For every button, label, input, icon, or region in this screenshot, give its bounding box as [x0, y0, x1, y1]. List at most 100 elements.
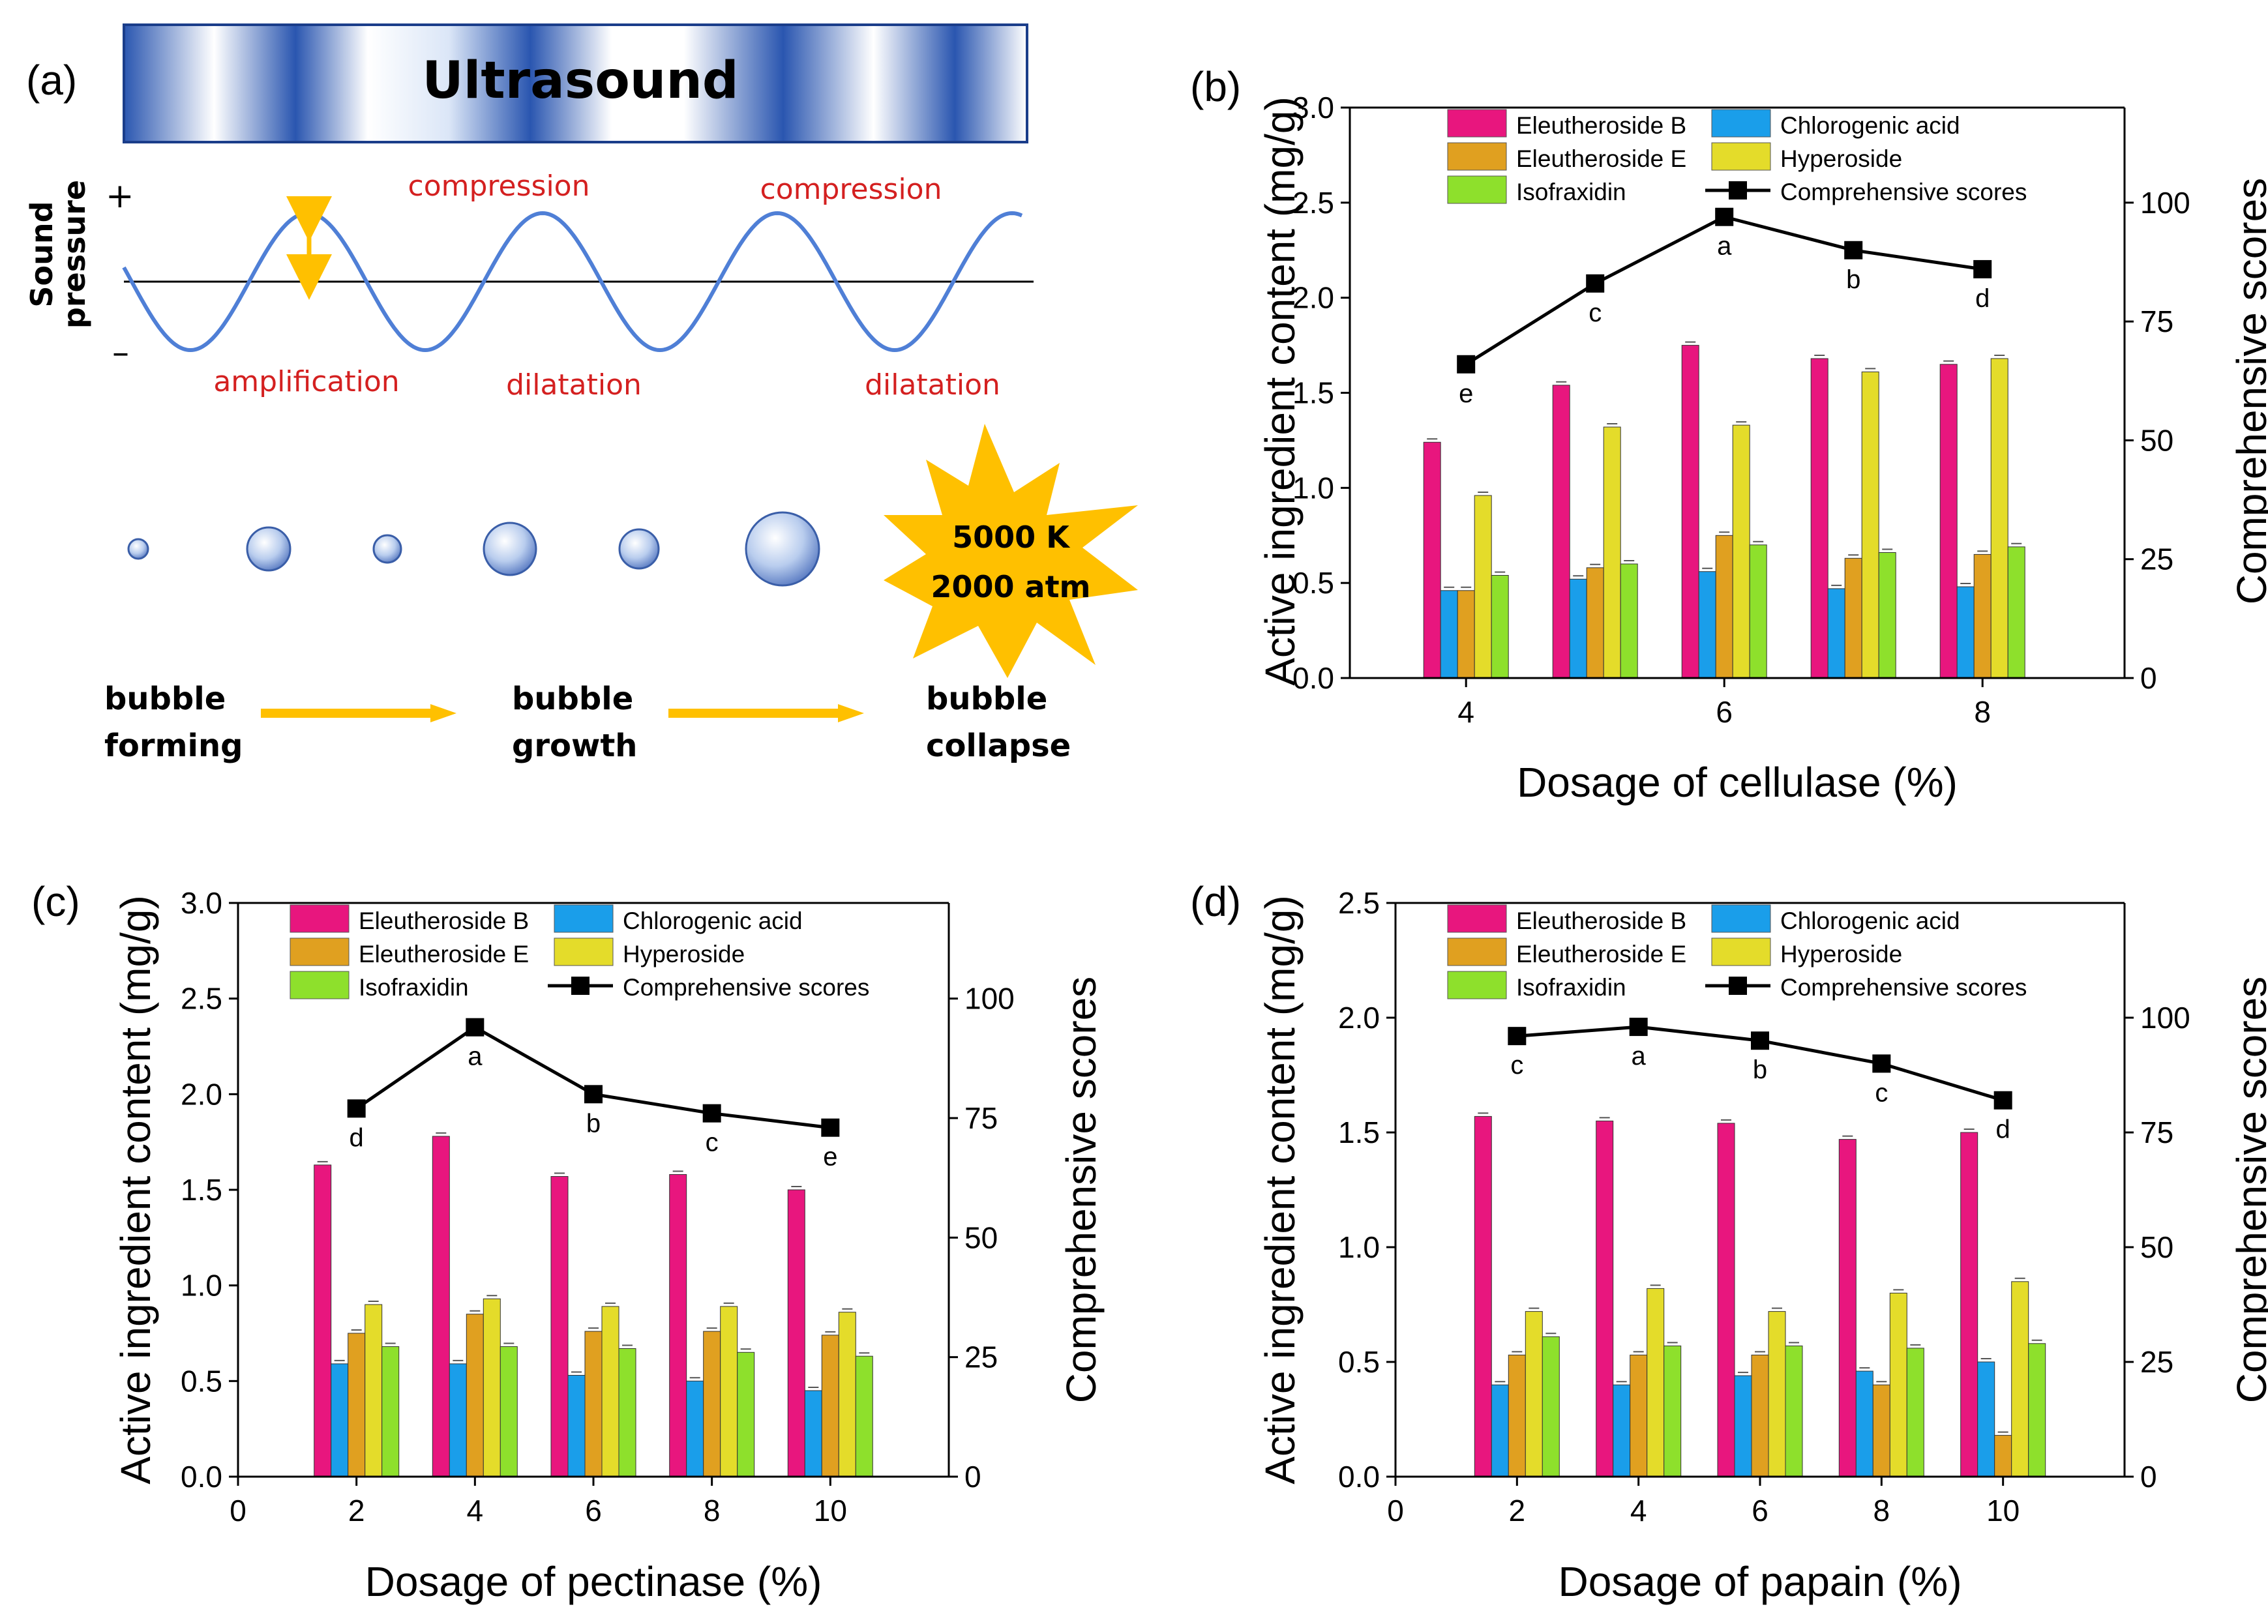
y2-tick-label: 75	[2140, 1115, 2173, 1149]
collapse-burst-icon	[884, 424, 1138, 678]
bar-eleutheroside-b	[1717, 1123, 1735, 1477]
x-axis-title: Dosage of cellulase (%)	[1517, 759, 1958, 806]
x-tick-label: 2	[348, 1494, 365, 1528]
bar-isofraxidin	[2028, 1343, 2046, 1477]
legend-swatch	[1447, 937, 1507, 966]
legend-swatch	[1447, 904, 1507, 933]
bar-eleutheroside-b	[314, 1164, 332, 1477]
bar-eleutheroside-b	[1596, 1120, 1614, 1477]
dilatation-label-2: dilatation	[865, 368, 1000, 402]
score-letter: c	[1510, 1051, 1523, 1080]
bar-eleutheroside-e	[1844, 557, 1862, 679]
bar-hyperoside	[365, 1304, 383, 1477]
bar-isofraxidin	[1620, 563, 1638, 679]
bar-chlorogenic-acid	[1569, 578, 1587, 679]
bar-eleutheroside-b	[1474, 1115, 1492, 1477]
y2-axis-title: Comprehensive scores	[2228, 977, 2268, 1404]
y2-tick-label: 0	[2140, 1460, 2157, 1494]
stage-growth-line1: bubble	[512, 681, 633, 717]
y-tick-label: 0.0	[181, 1460, 222, 1494]
compression-label-1: compression	[408, 170, 590, 203]
bar-eleutheroside-b	[432, 1136, 450, 1477]
bar-hyperoside	[601, 1306, 619, 1477]
bar-isofraxidin	[1878, 552, 1896, 679]
bar-chlorogenic-acid	[686, 1380, 704, 1477]
y2-tick-label: 25	[964, 1340, 998, 1374]
x-tick-label: 10	[814, 1494, 847, 1528]
score-marker	[1751, 1031, 1769, 1050]
y2-tick-label: 100	[964, 982, 1015, 1016]
stage-collapse-line1: bubble	[926, 681, 1047, 717]
bar-isofraxidin	[1749, 544, 1767, 679]
legend-marker-swatch	[571, 977, 589, 995]
bar-chlorogenic-acid	[1491, 1384, 1509, 1477]
y-tick-label: 0.5	[1292, 566, 1334, 600]
legend-label: Chlorogenic acid	[623, 908, 803, 934]
bar-eleutheroside-b	[669, 1174, 687, 1477]
score-letter: b	[1846, 265, 1860, 294]
bar-eleutheroside-e	[1457, 590, 1475, 679]
bar-hyperoside	[1647, 1288, 1665, 1477]
chart-d-papain: (d) 0.0 0.5 1.0 1.5 2.0 2.5 0 25 50 75 100 0 2 4 6 8 10 Do…	[1190, 878, 2268, 1605]
legend-swatch	[554, 937, 614, 966]
bar-eleutheroside-e	[1715, 535, 1733, 679]
score-letter: a	[1717, 232, 1732, 261]
bar-hyperoside	[1732, 424, 1750, 679]
x-tick-label: 4	[1457, 695, 1474, 729]
bar-chlorogenic-acid	[1698, 571, 1716, 679]
bar-eleutheroside-b	[1552, 385, 1570, 679]
score-letter: b	[586, 1109, 601, 1138]
score-letter: a	[1632, 1042, 1647, 1070]
panel-label: (d)	[1190, 878, 1241, 925]
y-tick-label: 1.5	[1292, 376, 1334, 410]
y-tick-label: 1.5	[1338, 1115, 1380, 1149]
y-tick-label: 1.0	[1292, 471, 1334, 505]
score-marker	[466, 1018, 485, 1037]
y2-tick-label: 50	[2140, 423, 2173, 457]
x-tick-label: 8	[1873, 1494, 1890, 1528]
x-axis-title: Dosage of pectinase (%)	[365, 1558, 822, 1605]
y-tick-label: 0.5	[1338, 1345, 1380, 1379]
y2-tick-label: 0	[2140, 661, 2157, 695]
score-marker	[702, 1104, 721, 1123]
score-letter: c	[1589, 299, 1602, 327]
sound-wave	[122, 211, 1023, 353]
y-tick-label: 1.5	[181, 1173, 222, 1207]
burst-pressure: 2000 atm	[931, 569, 1090, 604]
legend-label: Hyperoside	[1780, 145, 1902, 172]
legend-label: Hyperoside	[623, 941, 745, 967]
score-marker	[1872, 1054, 1891, 1073]
amplification-label: amplification	[213, 365, 399, 398]
legend-swatch	[290, 937, 350, 966]
legend-label: Isofraxidin	[1516, 974, 1626, 1001]
y2-axis-title: Comprehensive scores	[1058, 977, 1105, 1404]
chart-b-cellulase: (b) 0.0 0.5 1.0 1.5 2.0 2.5 3.0 0 25 50 75 100 4 6 8 Dos…	[1190, 63, 2268, 806]
bar-chlorogenic-acid	[1440, 590, 1458, 679]
score-letter: b	[1753, 1056, 1767, 1084]
score-marker	[1844, 241, 1863, 259]
legend-swatch	[1447, 109, 1507, 138]
sound-axis-label-line1: Sound	[24, 201, 59, 307]
ultrasound-banner	[123, 23, 1028, 143]
bar-eleutheroside-e	[1973, 554, 1992, 679]
bar-chlorogenic-acid	[1827, 588, 1845, 679]
legend-label: Isofraxidin	[1516, 179, 1626, 205]
y-tick-label: 3.0	[181, 886, 222, 920]
bubble	[372, 534, 402, 564]
score-marker	[1715, 207, 1734, 226]
bubble	[483, 522, 537, 576]
y2-axis-title: Comprehensive scores	[2228, 178, 2268, 605]
bar-eleutheroside-e	[1508, 1354, 1526, 1477]
bar-hyperoside	[838, 1312, 856, 1477]
legend-label: Comprehensive scores	[623, 974, 869, 1001]
bar-eleutheroside-e	[348, 1333, 366, 1477]
legend-swatch	[290, 971, 350, 999]
score-letter: d	[1996, 1115, 2010, 1144]
y-tick-label: 0.0	[1292, 661, 1334, 695]
bar-isofraxidin	[737, 1351, 755, 1477]
x-tick-label: 10	[1986, 1494, 2020, 1528]
bar-eleutheroside-e	[703, 1331, 721, 1477]
score-letter: a	[468, 1042, 483, 1071]
x-tick-label: 8	[1974, 695, 1991, 729]
